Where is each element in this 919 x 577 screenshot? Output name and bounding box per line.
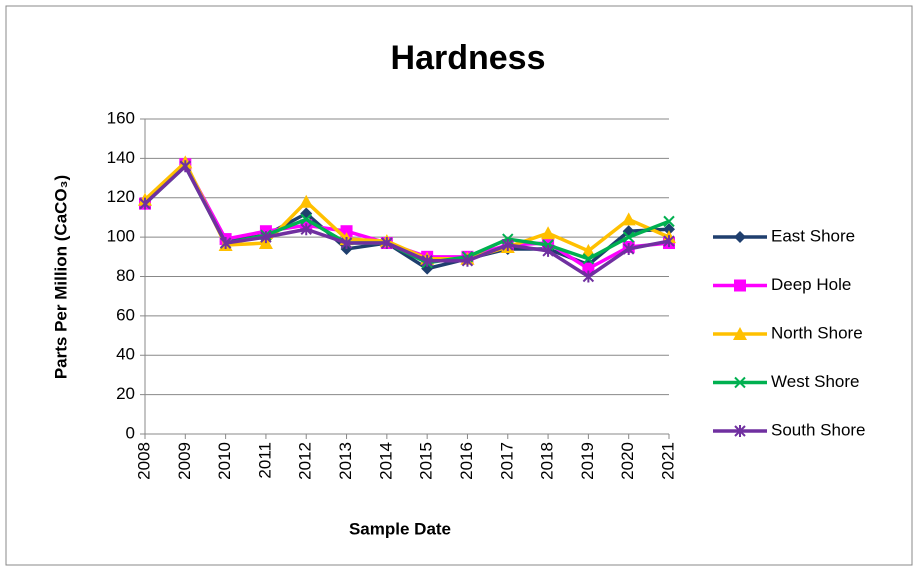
data-point [622, 231, 635, 243]
x-tick-label: 2010 [215, 442, 234, 480]
data-point [663, 223, 675, 236]
series-line [143, 164, 670, 279]
y-tick-label: 140 [107, 148, 135, 167]
y-axis-label: Parts Per Million (CaCO₃) [51, 175, 70, 379]
y-tick-label: 60 [116, 305, 135, 324]
data-point [381, 237, 393, 250]
data-point [461, 254, 474, 267]
y-tick-label: 0 [126, 423, 135, 442]
data-point [300, 223, 312, 236]
chart-title: Hardness [391, 39, 546, 77]
data-point [541, 226, 556, 240]
x-tick-label: 2013 [336, 442, 355, 480]
data-point [582, 270, 595, 283]
x-tick-label: 2019 [578, 442, 597, 480]
data-point [299, 194, 314, 208]
x-tick-label: 2017 [497, 442, 516, 480]
x-tick-label: 2008 [134, 442, 153, 480]
data-point [622, 242, 635, 255]
x-tick-label: 2020 [618, 442, 637, 480]
x-tick-label: 2009 [175, 442, 194, 480]
y-tick-label: 120 [107, 187, 135, 206]
data-point [219, 237, 232, 250]
data-point [663, 215, 675, 228]
data-point [663, 235, 675, 248]
data-point [340, 237, 353, 250]
y-tick-label: 80 [116, 266, 135, 285]
y-tick-label: 100 [107, 227, 135, 246]
legend-label: East Shore [771, 226, 855, 245]
legend-label: North Shore [771, 323, 863, 342]
legend-label: Deep Hole [771, 275, 851, 294]
data-point [542, 244, 554, 257]
data-point [421, 254, 433, 267]
legend-marker [734, 279, 746, 292]
legend-label: South Shore [771, 420, 866, 439]
data-point [582, 253, 595, 265]
data-point [621, 212, 636, 226]
legend-label: West Shore [771, 372, 860, 391]
data-point [300, 213, 312, 226]
data-point [179, 160, 192, 173]
x-tick-label: 2016 [457, 442, 476, 480]
y-tick-label: 40 [116, 345, 135, 364]
legend-marker [734, 376, 746, 389]
data-point [502, 239, 514, 251]
legend-marker [733, 327, 747, 340]
x-tick-label: 2014 [376, 442, 395, 480]
x-tick-label: 2018 [538, 442, 557, 480]
data-point [582, 262, 595, 275]
series-line [143, 160, 670, 261]
data-point [260, 231, 272, 244]
x-tick-label: 2011 [255, 442, 274, 479]
data-point [581, 243, 596, 257]
y-tick-label: 20 [116, 384, 135, 403]
y-tick-label: 160 [107, 108, 135, 127]
x-axis-label: Sample Date [349, 519, 451, 538]
legend-marker [734, 231, 746, 243]
legend-marker [734, 425, 746, 437]
x-tick-label: 2021 [658, 442, 677, 480]
x-tick-label: 2015 [417, 442, 436, 480]
x-tick-label: 2012 [296, 442, 315, 480]
data-point [139, 197, 151, 210]
